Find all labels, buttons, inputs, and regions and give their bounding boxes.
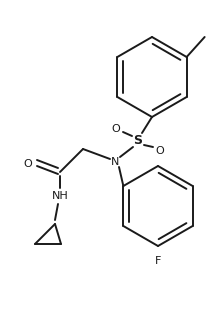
Text: F: F <box>155 256 161 266</box>
Text: NH: NH <box>52 191 68 201</box>
Text: N: N <box>111 157 119 167</box>
Text: O: O <box>112 124 120 134</box>
Text: O: O <box>156 146 164 156</box>
Text: S: S <box>134 134 142 147</box>
Text: O: O <box>24 159 32 169</box>
